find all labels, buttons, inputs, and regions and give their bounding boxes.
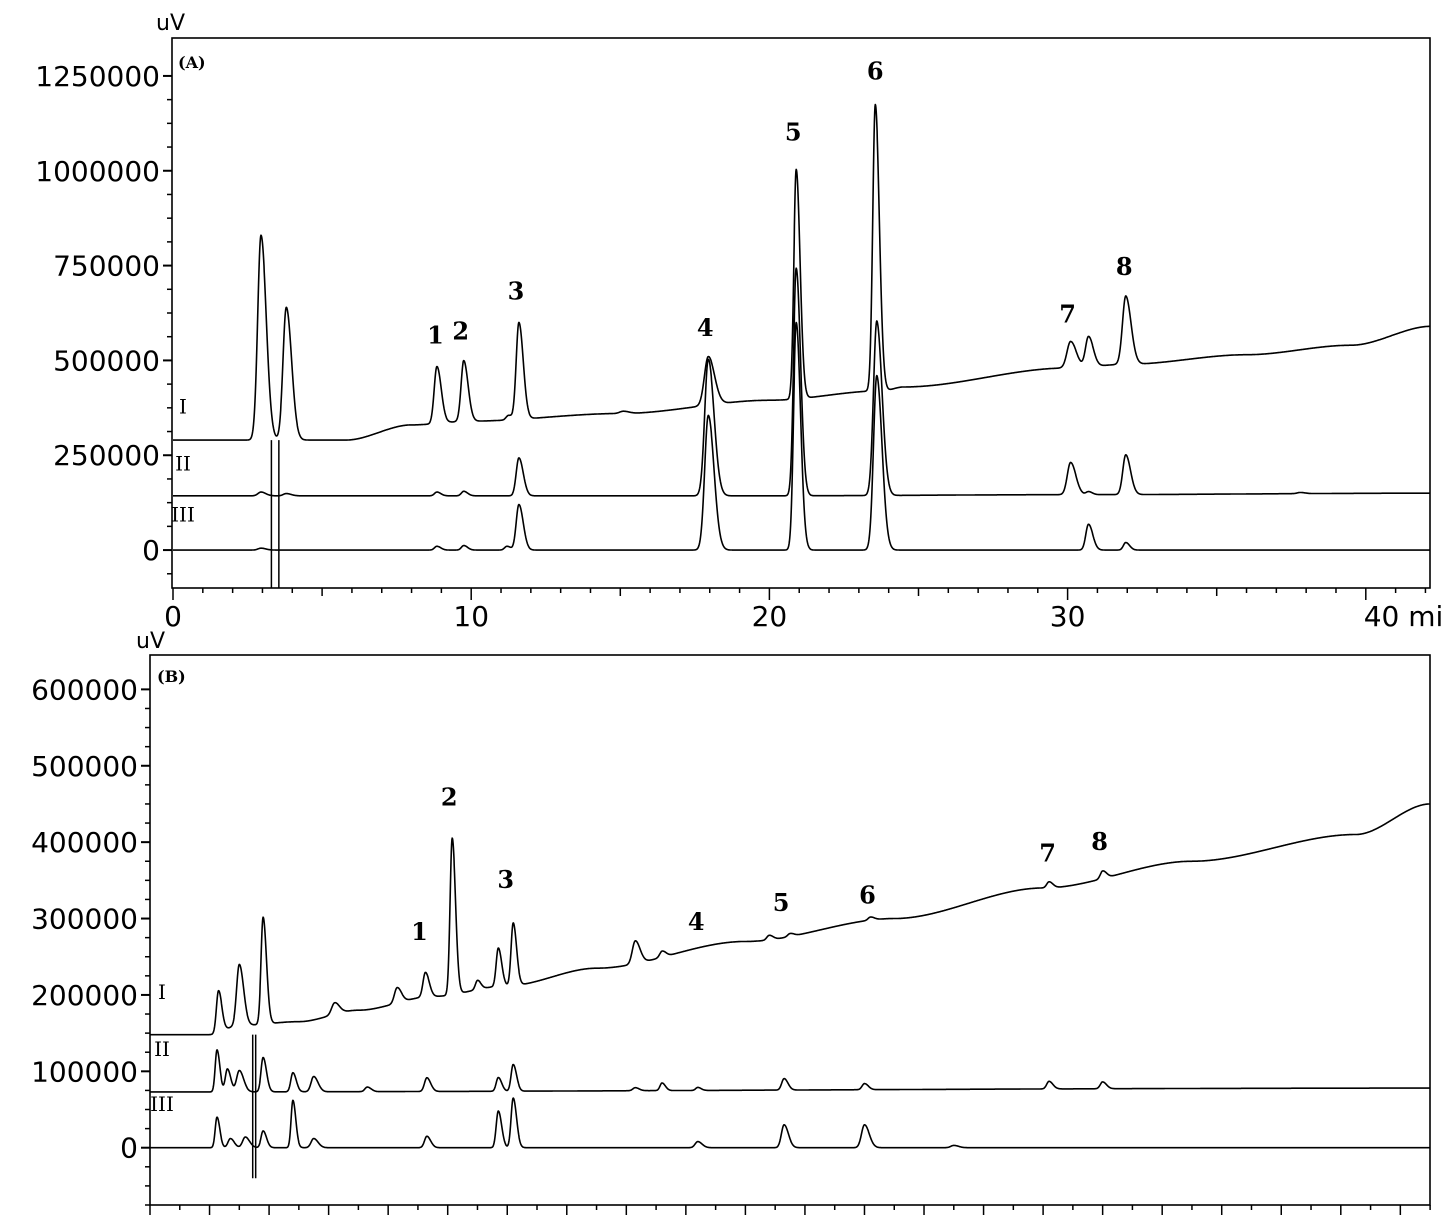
trace-label: I xyxy=(179,395,187,419)
peak-label: 6 xyxy=(867,57,884,86)
peak-label: 7 xyxy=(1059,299,1076,328)
trace-iii xyxy=(150,1097,1430,1149)
y-tick-label: 0 xyxy=(142,534,160,567)
peak-label: 4 xyxy=(697,313,714,342)
y-tick-label: 600000 xyxy=(31,673,138,706)
y-tick-label: 1250000 xyxy=(35,60,160,93)
y-tick-label: 0 xyxy=(120,1132,138,1165)
trace-label: I xyxy=(158,980,166,1004)
x-tick-label: 40 mi xyxy=(1364,600,1441,633)
peak-label: 1 xyxy=(411,917,428,946)
peak-label: 1 xyxy=(427,320,444,349)
y-tick-label: 300000 xyxy=(31,903,138,936)
peak-label: 3 xyxy=(497,865,514,894)
y-unit-label: uV xyxy=(156,11,185,36)
trace-label: III xyxy=(150,1092,174,1116)
peak-label: 8 xyxy=(1091,827,1108,856)
y-unit-label: uV xyxy=(136,629,165,654)
peak-label: 6 xyxy=(859,880,876,909)
peak-label: 2 xyxy=(441,782,458,811)
trace-i xyxy=(172,103,1430,441)
peak-label: 2 xyxy=(452,317,469,346)
trace-ii xyxy=(150,1049,1430,1093)
peak-label: 4 xyxy=(688,907,705,936)
peak-label: 5 xyxy=(785,117,802,146)
y-tick-label: 100000 xyxy=(31,1055,138,1088)
y-tick-label: 750000 xyxy=(53,250,160,283)
y-tick-label: 500000 xyxy=(53,344,160,377)
trace-iii xyxy=(172,321,1430,551)
trace-label: II xyxy=(154,1037,170,1061)
y-tick-label: 250000 xyxy=(53,439,160,472)
y-tick-label: 400000 xyxy=(31,826,138,859)
trace-ii xyxy=(172,267,1430,497)
x-tick-label: 20 xyxy=(752,600,788,633)
panel-label: (A) xyxy=(178,53,206,72)
plot-frame xyxy=(149,654,1431,1206)
chromatogram-panel-b: 600000 500000 400000 300000 200000 100000 0 uV (… xyxy=(31,629,1431,1215)
y-tick-label: 200000 xyxy=(31,979,138,1012)
trace-label: II xyxy=(175,451,191,475)
x-tick-label: 10 xyxy=(453,600,489,633)
panel-label: (B) xyxy=(157,667,186,686)
y-tick-label: 1000000 xyxy=(35,155,160,188)
trace-i xyxy=(150,803,1430,1036)
peak-label: 8 xyxy=(1116,252,1133,281)
x-tick-label: 30 xyxy=(1050,600,1086,633)
peak-label: 5 xyxy=(773,888,790,917)
peak-label: 7 xyxy=(1039,838,1056,867)
trace-label: III xyxy=(171,503,195,527)
chromatogram-panel-a: 1250000 1000000 750000 500000 250000 00 10 20 30… xyxy=(35,11,1441,633)
peak-label: 3 xyxy=(508,277,525,306)
x-tick-label: 0 xyxy=(164,600,182,633)
y-tick-label: 500000 xyxy=(31,750,138,783)
